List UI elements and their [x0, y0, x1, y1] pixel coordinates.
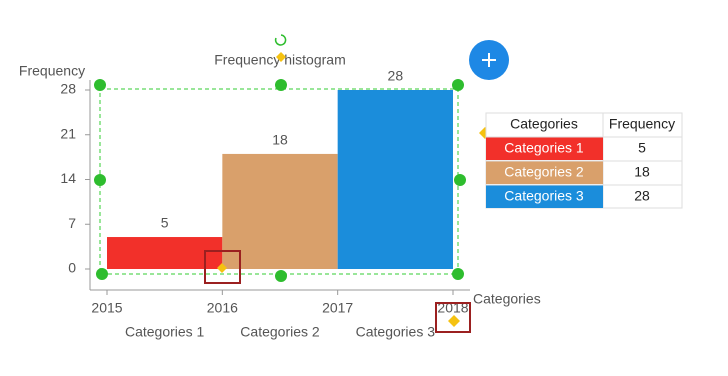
- category-label: Categories 3: [356, 324, 436, 340]
- x-tick-label: 2016: [207, 300, 238, 316]
- category-label: Categories 2: [240, 324, 320, 340]
- rotate-handle[interactable]: [274, 34, 287, 46]
- data-table: Categories Frequency Categories 1 5 Catego…: [485, 112, 683, 209]
- table-value: 18: [634, 164, 650, 180]
- table-category: Categories 2: [504, 164, 584, 180]
- bar: [222, 153, 338, 269]
- table-cell: [486, 185, 603, 208]
- y-tick-label: 28: [60, 81, 76, 97]
- control-point[interactable]: [448, 315, 460, 327]
- y-tick-label: 7: [68, 215, 76, 231]
- y-tick-label: 14: [60, 170, 76, 186]
- table-cell: [486, 137, 603, 160]
- control-point[interactable]: [217, 263, 227, 273]
- table-value: 5: [638, 140, 646, 156]
- table-category: Categories 1: [504, 140, 584, 156]
- x-tick-label: 2015: [91, 300, 122, 316]
- value-label: 5: [161, 215, 169, 231]
- value-label: 28: [388, 68, 404, 84]
- table-header: Frequency: [609, 116, 675, 132]
- y-tick-label: 0: [68, 260, 76, 276]
- y-axis-label: Frequency: [19, 63, 85, 79]
- value-label: 18: [272, 132, 288, 148]
- handle[interactable]: [454, 174, 466, 186]
- add-icon[interactable]: [482, 53, 496, 67]
- bar: [337, 90, 453, 269]
- handle[interactable]: [452, 268, 464, 280]
- table-value: 28: [634, 188, 650, 204]
- handle[interactable]: [275, 79, 287, 91]
- table-category: Categories 3: [504, 188, 584, 204]
- bar: [107, 237, 223, 269]
- highlight-box: [435, 302, 471, 333]
- highlight-box: [204, 250, 241, 284]
- x-axis-label: Categories: [473, 291, 541, 307]
- x-tick-label: 2017: [322, 300, 353, 316]
- handle[interactable]: [94, 174, 106, 186]
- table-cell: [486, 161, 603, 184]
- table-header: Categories: [510, 116, 578, 132]
- add-button[interactable]: [469, 40, 509, 80]
- handle[interactable]: [452, 79, 464, 91]
- y-tick-label: 21: [60, 125, 76, 141]
- handle[interactable]: [94, 79, 106, 91]
- handle[interactable]: [275, 270, 287, 282]
- control-point[interactable]: [276, 52, 286, 62]
- handle[interactable]: [96, 268, 108, 280]
- category-label: Categories 1: [125, 324, 205, 340]
